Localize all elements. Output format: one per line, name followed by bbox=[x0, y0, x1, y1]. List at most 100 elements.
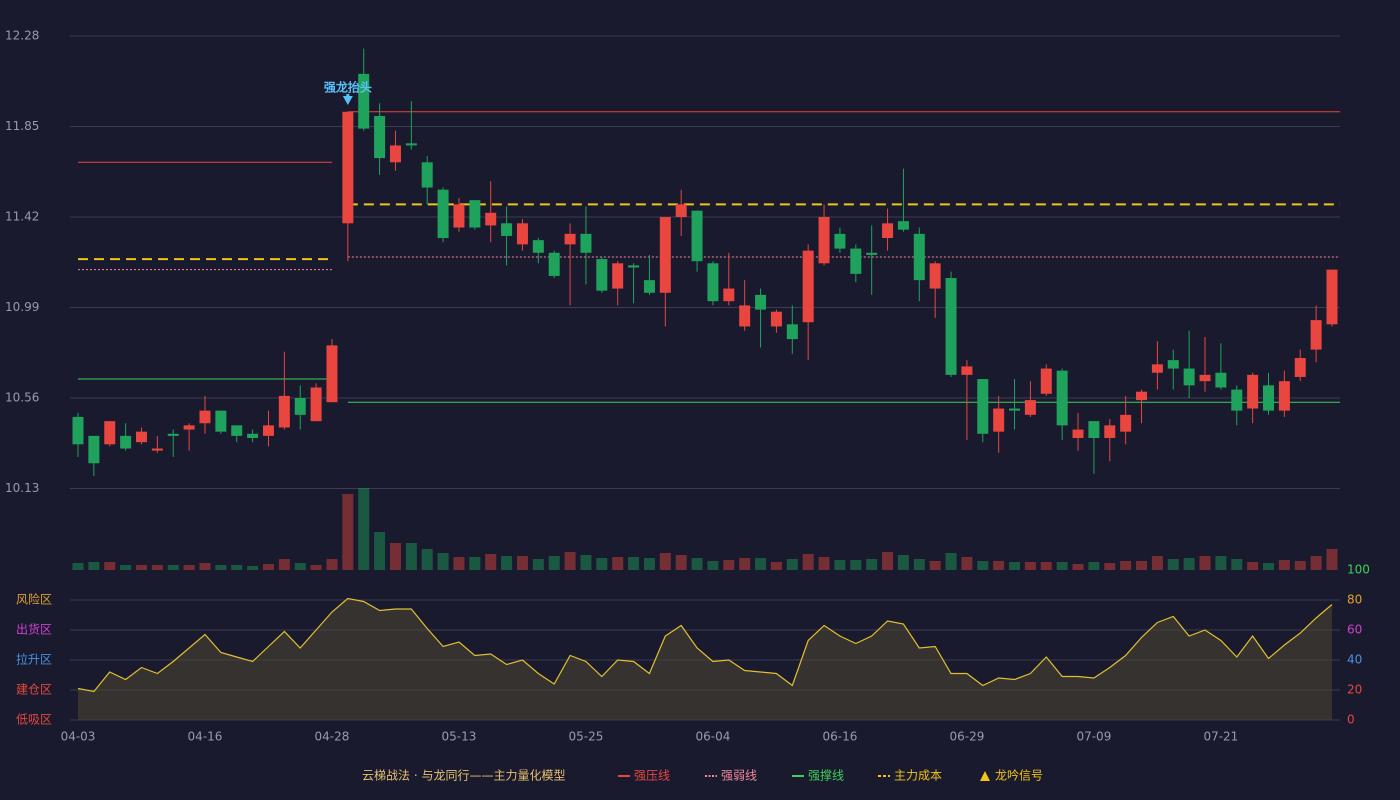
volume-bar bbox=[278, 559, 290, 570]
volume-bar bbox=[882, 552, 894, 570]
y2-tick-label: 60 bbox=[1347, 623, 1362, 637]
volume-bar bbox=[120, 565, 132, 570]
candle-body bbox=[786, 324, 798, 340]
candle-body bbox=[1326, 269, 1338, 325]
candle-body bbox=[1247, 374, 1259, 409]
volume-bar bbox=[1040, 562, 1052, 570]
candle-body bbox=[1072, 429, 1084, 438]
volume-bar bbox=[1278, 560, 1290, 570]
candle-body bbox=[1120, 414, 1132, 432]
candle-body bbox=[374, 115, 386, 159]
volume-bar bbox=[1215, 556, 1227, 570]
candle-body bbox=[945, 278, 957, 375]
candle-body bbox=[1310, 320, 1322, 350]
volume-bar bbox=[1326, 549, 1338, 570]
candle-body bbox=[675, 204, 687, 217]
candle-body bbox=[1263, 385, 1275, 411]
candle-body bbox=[929, 263, 941, 289]
candle-body bbox=[469, 200, 481, 228]
candle-body bbox=[183, 425, 195, 430]
candle-body bbox=[564, 233, 576, 245]
volume-bar bbox=[691, 558, 703, 570]
volume-bar bbox=[135, 565, 147, 570]
candle-body bbox=[1199, 374, 1211, 382]
volume-bar bbox=[659, 553, 671, 570]
candle-body bbox=[437, 189, 449, 239]
candle-body bbox=[1294, 358, 1306, 377]
volume-bar bbox=[1151, 556, 1163, 570]
candle-body bbox=[691, 210, 703, 262]
candle-body bbox=[1009, 408, 1021, 411]
legend-label: 强撑线 bbox=[808, 768, 844, 783]
candle-body bbox=[913, 233, 925, 281]
volume-bar bbox=[1056, 562, 1068, 570]
candle-body bbox=[358, 73, 370, 129]
volume-bar bbox=[1183, 558, 1195, 570]
volume-bar bbox=[755, 558, 767, 570]
candle-body bbox=[802, 250, 814, 323]
candle-body bbox=[659, 217, 671, 293]
candle-body bbox=[739, 305, 751, 327]
y2-tick-label: 0 bbox=[1347, 713, 1355, 727]
volume-bar bbox=[929, 561, 941, 570]
volume-bar bbox=[834, 560, 846, 570]
volume-bar bbox=[596, 558, 608, 570]
volume-bar bbox=[310, 565, 322, 570]
volume-bar bbox=[469, 557, 481, 570]
volume-bar bbox=[342, 494, 354, 570]
volume-bar bbox=[612, 557, 624, 570]
volume-bar bbox=[262, 564, 274, 570]
candle-body bbox=[548, 252, 560, 276]
candle-body bbox=[294, 398, 306, 415]
annotation-arrow bbox=[342, 94, 353, 105]
y2-tick-label: 80 bbox=[1347, 593, 1362, 607]
y-tick-label: 11.42 bbox=[5, 210, 39, 224]
candle-body bbox=[1215, 372, 1227, 388]
volume-bar bbox=[548, 556, 560, 570]
volume-bar bbox=[104, 562, 116, 570]
volume-bar bbox=[802, 554, 814, 570]
volume-bar bbox=[247, 566, 259, 570]
candle-body bbox=[262, 425, 274, 436]
candle-body bbox=[1104, 425, 1116, 438]
volume-bar bbox=[358, 488, 370, 570]
volume-bar bbox=[739, 558, 751, 570]
candle-body bbox=[723, 288, 735, 302]
candle-body bbox=[596, 259, 608, 291]
x-tick-label: 05-25 bbox=[569, 730, 604, 744]
candle-body bbox=[643, 280, 655, 293]
legend-label: 主力成本 bbox=[894, 769, 942, 783]
volume-bar bbox=[294, 563, 306, 570]
candle-body bbox=[88, 435, 100, 464]
candle-body bbox=[389, 145, 401, 163]
candle-body bbox=[453, 204, 465, 228]
candle-body bbox=[342, 111, 354, 224]
x-tick-label: 06-29 bbox=[949, 730, 984, 744]
candle-body bbox=[755, 294, 767, 310]
volume-bar bbox=[961, 557, 973, 570]
candle-body bbox=[961, 366, 973, 375]
volume-bar bbox=[580, 555, 592, 570]
candle-body bbox=[1167, 360, 1179, 369]
candle-body bbox=[247, 433, 259, 438]
volume-bar bbox=[1231, 559, 1243, 570]
zone-label: 风险区 bbox=[16, 592, 52, 607]
volume-bar bbox=[516, 556, 528, 570]
volume-bar bbox=[374, 532, 386, 570]
volume-bar bbox=[326, 559, 338, 570]
candle-body bbox=[516, 223, 528, 245]
candle-body bbox=[405, 143, 417, 146]
legend-label: 强压线 bbox=[634, 769, 670, 783]
candle-body bbox=[278, 395, 290, 428]
volume-bar bbox=[88, 562, 100, 570]
candle-body bbox=[1151, 364, 1163, 373]
volume-bar bbox=[1024, 562, 1036, 570]
volume-bar bbox=[1247, 562, 1259, 570]
volume-bar bbox=[389, 543, 401, 570]
volume-bar bbox=[231, 565, 243, 570]
indicator-area bbox=[78, 598, 1332, 720]
candle-body bbox=[167, 433, 179, 436]
candle-body bbox=[612, 263, 624, 289]
candle-body bbox=[1278, 381, 1290, 411]
candle-body bbox=[1056, 370, 1068, 426]
